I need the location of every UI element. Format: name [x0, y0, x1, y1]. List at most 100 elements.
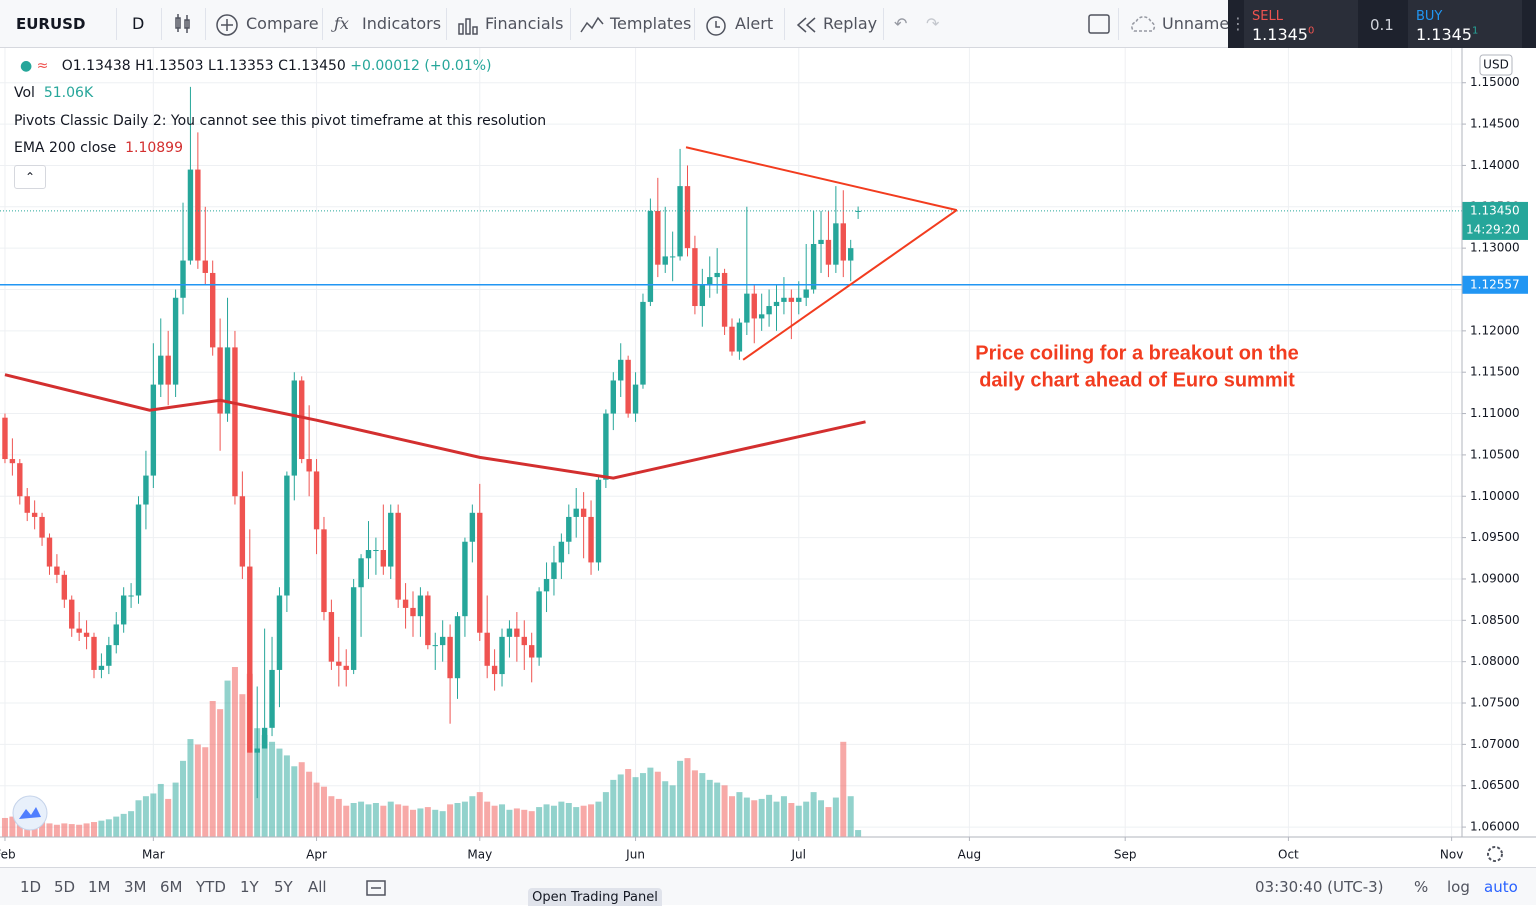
- y-tick-label: 1.08000: [1470, 654, 1520, 668]
- separator: [161, 8, 162, 40]
- replay-icon[interactable]: [796, 16, 818, 34]
- volume-bar: [803, 801, 810, 837]
- volume-bar: [1, 817, 8, 837]
- compare-button[interactable]: Compare: [246, 14, 319, 33]
- interval[interactable]: D: [132, 14, 145, 33]
- chart-type-icon[interactable]: [172, 12, 194, 36]
- range-button[interactable]: 3M: [124, 878, 147, 896]
- volume-bar: [506, 809, 513, 837]
- logo-button[interactable]: [12, 795, 48, 831]
- buy-price-main: 1.1345: [1416, 25, 1472, 44]
- volume-bar: [699, 773, 706, 837]
- buy-price[interactable]: 1.13451: [1416, 25, 1478, 44]
- volume-bar: [558, 801, 565, 837]
- x-tick-label: Jun: [625, 848, 645, 862]
- volume-bar: [543, 804, 550, 837]
- sell-label[interactable]: SELL: [1252, 9, 1283, 24]
- range-button[interactable]: All: [308, 878, 327, 896]
- candle-body: [662, 256, 668, 265]
- log-toggle[interactable]: log: [1447, 878, 1470, 896]
- separator: [570, 8, 571, 40]
- financials-button[interactable]: Financials: [485, 14, 564, 33]
- buy-button[interactable]: [1408, 0, 1522, 48]
- range-button[interactable]: 5D: [54, 878, 76, 896]
- sell-price[interactable]: 1.13450: [1252, 25, 1314, 44]
- trading-panel-tab[interactable]: Open Trading Panel: [528, 888, 662, 906]
- redo-button[interactable]: ↷: [926, 14, 940, 33]
- volume-bar: [528, 811, 535, 837]
- legend-low: L1.13353: [208, 58, 274, 74]
- volume-bar: [432, 809, 439, 837]
- layout-name[interactable]: Unnamed: [1162, 14, 1240, 33]
- range-button[interactable]: 6M: [160, 878, 183, 896]
- undo-button[interactable]: ↶: [894, 14, 908, 33]
- candle-body: [729, 326, 735, 352]
- financials-icon[interactable]: [457, 14, 479, 36]
- compare-icon[interactable]: [215, 13, 239, 37]
- volume-bar: [565, 803, 572, 837]
- fullscreen-icon[interactable]: [1088, 14, 1110, 34]
- candle-body: [499, 636, 505, 675]
- x-tick-label: Aug: [958, 848, 981, 862]
- range-button[interactable]: 1M: [88, 878, 111, 896]
- candle-body: [54, 566, 60, 575]
- goto-date-icon[interactable]: [366, 878, 386, 896]
- candle-body: [291, 380, 297, 476]
- range-button[interactable]: 5Y: [274, 878, 293, 896]
- indicators-icon[interactable]: ƒx: [334, 14, 349, 33]
- candle-body: [395, 512, 401, 600]
- candle-body: [825, 239, 832, 265]
- candle-body: [269, 669, 275, 728]
- sell-button[interactable]: [1244, 0, 1358, 48]
- candle-body: [247, 566, 253, 753]
- cloud-icon[interactable]: [1128, 14, 1158, 34]
- candle-body: [143, 475, 149, 505]
- y-tick-label: 1.11500: [1470, 365, 1520, 379]
- candle-body: [106, 645, 112, 666]
- plot-area: Price coiling for a breakout on the daily…: [0, 48, 1462, 837]
- candle-body: [506, 628, 513, 637]
- range-button[interactable]: 1D: [20, 878, 42, 896]
- ema-line: [4, 373, 866, 480]
- percent-toggle[interactable]: %: [1414, 878, 1429, 896]
- range-button[interactable]: YTD: [196, 878, 226, 896]
- volume-bar: [180, 760, 187, 837]
- range-button[interactable]: 1Y: [240, 878, 259, 896]
- clock: 03:30:40 (UTC-3): [1255, 878, 1384, 896]
- trade-panel: ⋮ SELL 1.13450 0.1 BUY 1.13451: [1228, 0, 1536, 48]
- candle-body: [484, 632, 490, 666]
- buy-label[interactable]: BUY: [1416, 9, 1443, 24]
- candle-body: [336, 661, 342, 666]
- candle-body: [781, 297, 787, 302]
- templates-button[interactable]: Templates: [610, 14, 692, 33]
- symbol[interactable]: EURUSD: [16, 15, 86, 33]
- auto-toggle[interactable]: auto: [1484, 878, 1518, 896]
- volume-bar: [128, 811, 135, 837]
- volume-bar: [461, 801, 468, 837]
- candle-body: [158, 355, 164, 385]
- candle-body: [306, 459, 312, 472]
- candle-body: [417, 595, 424, 617]
- candle-body: [365, 550, 372, 559]
- collapse-legend-button[interactable]: ⌃: [14, 165, 46, 189]
- alert-icon[interactable]: [704, 13, 728, 37]
- x-tick-label: Nov: [1440, 848, 1463, 862]
- legend-close: C1.13450: [278, 58, 346, 74]
- indicators-button[interactable]: Indicators: [362, 14, 442, 33]
- volume-bar: [513, 808, 520, 837]
- volume-bar: [491, 805, 498, 837]
- volume-bar: [53, 824, 60, 837]
- alert-button[interactable]: Alert: [735, 14, 774, 33]
- quantity[interactable]: 0.1: [1370, 16, 1394, 34]
- candle-body: [135, 504, 142, 596]
- candle-body: [491, 665, 498, 675]
- candle-body: [9, 459, 16, 464]
- ema-value: 1.10899: [125, 140, 183, 156]
- volume-bar: [283, 755, 290, 837]
- replay-button[interactable]: Replay: [823, 14, 878, 33]
- templates-icon[interactable]: [580, 14, 604, 34]
- volume-bar: [788, 803, 795, 837]
- legend-change: +0.00012 (+0.01%): [350, 58, 492, 74]
- candle-body: [358, 558, 364, 588]
- volume-bar: [669, 785, 676, 837]
